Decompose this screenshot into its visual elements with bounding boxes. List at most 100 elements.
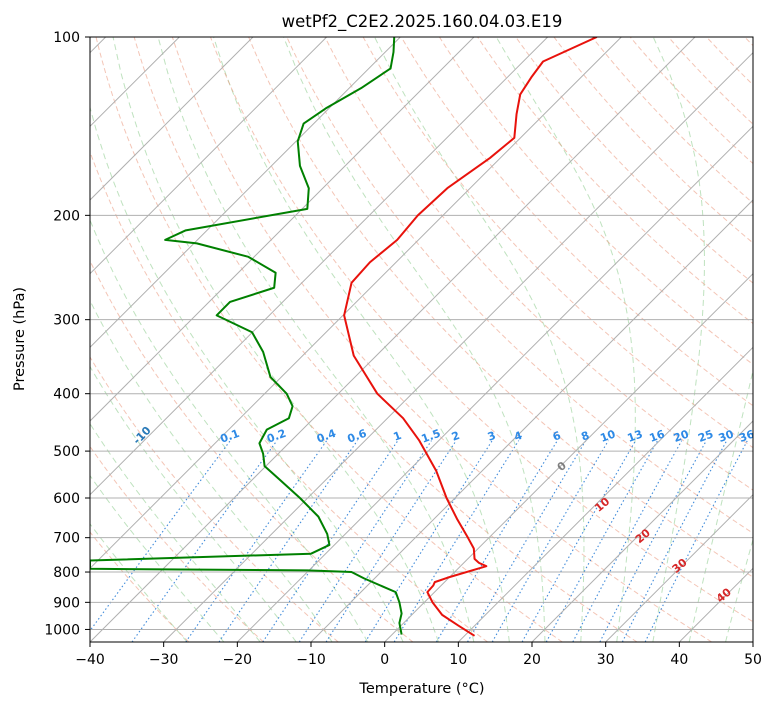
dry-adiabat-line [90,531,190,642]
moist-adiabat-line [652,37,705,642]
x-tick-label: 50 [744,652,762,668]
y-tick-label: 700 [53,531,80,547]
temperature-profile-line [343,37,598,637]
mixing-ratio-label: 2 [450,429,462,444]
mixing-ratio-line [491,440,609,642]
mixing-ratio-label: 8 [579,429,591,444]
x-tick-label: −30 [149,652,179,668]
y-tick-label: 900 [53,595,80,611]
dry-adiabat-line [324,37,753,491]
x-tick-label: 20 [523,652,541,668]
mixing-ratio-line [262,440,399,642]
dry-adiabat-line [90,445,264,642]
dry-adiabat-line [477,37,753,325]
x-tick-label: 10 [449,652,467,668]
skewed-isotherms [90,37,753,642]
x-tick-label: 40 [670,652,688,668]
y-tick-label: 400 [53,387,80,403]
mixing-ratio-line [298,440,432,642]
mixing-ratio-label: 0.6 [346,427,369,446]
isotherm-line [90,37,622,570]
moist-adiabat-line [688,368,753,642]
mixing-ratio-label: 0.1 [218,427,241,446]
mixing-ratio-label: 0.2 [265,427,288,446]
moist-adiabats [90,37,753,642]
x-tick-label: 30 [597,652,615,668]
x-tick-label: −20 [223,652,253,668]
mixing-ratio-label: 16 [648,427,667,445]
moist-adiabat-line [90,105,404,642]
y-tick-label: 100 [53,30,80,46]
moist-adiabat-line [90,299,333,642]
mixing-ratio-line [185,440,328,642]
mixing-ratio-line [435,440,558,642]
plot-area: 0.10.20.40.611.52346810131620253036-100-… [90,37,756,642]
mixing-ratio-label: 13 [626,427,645,444]
mixing-ratio-line [644,440,748,642]
moist-adiabat-label: 30 [670,556,690,576]
plot-frame [89,36,754,643]
y-tick-label: 500 [53,444,80,460]
dry-adiabat-line [90,150,488,642]
dry-adiabat-line [286,37,753,534]
dry-adiabat-line [400,37,753,407]
mixing-ratio-label: 0.4 [315,427,338,446]
moist-adiabat-line [725,537,753,642]
y-axis-label: Pressure (hPa) [12,287,28,391]
dry-adiabat-line [90,259,414,642]
dry-adiabat-line [515,37,753,284]
mixing-ratio-line [467,440,587,642]
dry-adiabats [90,37,753,642]
moist-adiabat-line [90,365,297,642]
mixing-ratio-line [90,440,231,632]
chart-title: wetPf2_C2E2.2025.160.04.03.E19 [282,12,563,32]
mixing-ratio-label: 30 [717,427,736,445]
mixing-ratio-label: 3 [486,429,498,444]
mixing-ratio-label: 20 [672,427,691,445]
isotherm-line [531,420,753,642]
isotherm-line [605,493,753,642]
mixing-ratio-line [364,440,493,642]
moist-adiabat-line [495,37,636,642]
dewpoint-profile-line [90,37,403,635]
x-axis-label: Temperature (°C) [358,681,484,697]
dry-adiabat-line [90,356,339,642]
auxiliary-line-labels: 0.10.20.40.611.52346810131620253036-100-… [130,424,756,606]
isotherm-line [384,272,753,642]
moist-adiabat-line [90,218,369,642]
x-tick-label: 0 [380,652,389,668]
y-tick-label: 1000 [44,622,80,638]
moist-adiabat-line [374,37,585,642]
mixing-ratio-label: 4 [512,429,524,444]
y-tick-label: 600 [53,491,80,507]
mixing-ratio-line [521,440,637,642]
x-tick-label: −10 [296,652,326,668]
mixing-ratio-label: 1.5 [420,427,443,446]
isotherm-line [678,567,753,642]
x-axis: −40 −30 −20 −10 0 10 20 30 40 50 [75,642,762,668]
dry-adiabat-line [706,37,753,86]
dry-adiabat-line [439,37,753,366]
isotherm-line [752,641,753,642]
sounding-profiles [90,37,598,637]
dry-adiabat-line [210,37,753,623]
moist-adiabat-line [90,422,261,642]
dry-adiabat-line [744,37,753,47]
moist-adiabat-line [90,523,188,642]
mixing-ratio-line [572,440,683,642]
mixing-ratio-line [131,440,278,642]
dry-adiabat-line [553,37,753,244]
mixing-ratio-label: 10 [598,427,617,445]
isotherm-line [90,37,254,201]
isotherm-line [457,346,753,642]
isotherm-line [236,125,753,642]
mixing-ratio-label: 6 [551,429,563,444]
mixing-ratio-label: 36 [737,427,756,445]
dry-adiabat-line [95,37,563,642]
mixing-ratio-label: 1 [392,429,404,444]
isotherm-line [90,37,549,496]
isotherm-line [163,51,753,642]
y-tick-label: 300 [53,313,80,329]
dry-adiabat-line [668,37,753,125]
